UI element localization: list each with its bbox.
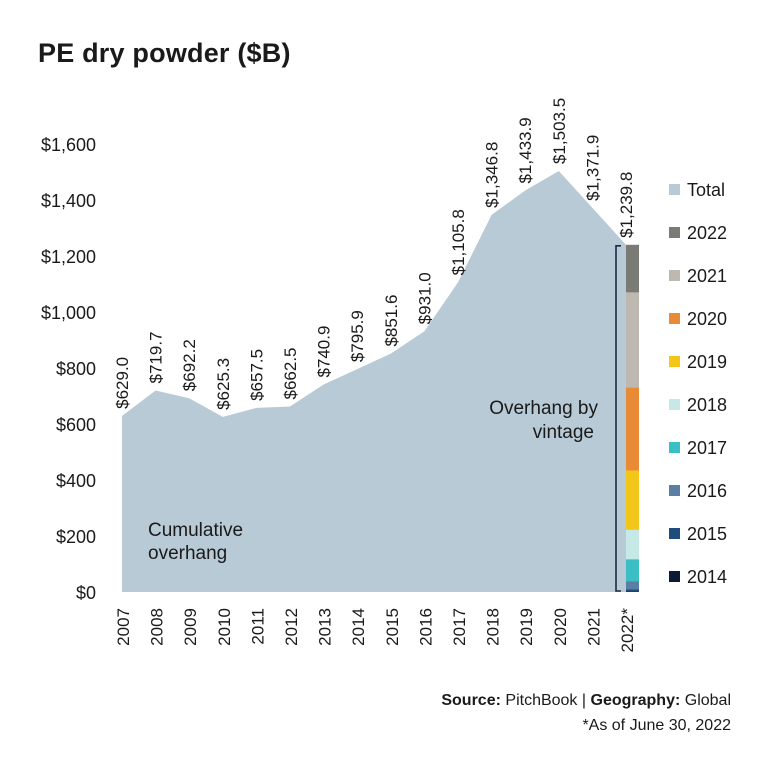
data-label: $1,105.8 — [449, 209, 468, 275]
x-tick-label: 2018 — [484, 608, 503, 646]
x-tick-label: 2020 — [551, 608, 570, 646]
legend-swatch-2022 — [669, 227, 680, 238]
y-tick-label: $400 — [56, 471, 96, 491]
total-area — [122, 171, 626, 592]
geography-value: Global — [684, 692, 731, 709]
stack-segment-2021 — [626, 292, 639, 388]
geography-label: Geography: — [590, 692, 681, 709]
source-value: PitchBook — [505, 692, 578, 709]
x-tick-label: 2017 — [450, 608, 469, 646]
data-label: $625.3 — [214, 358, 233, 410]
x-tick-label: 2013 — [316, 608, 335, 646]
x-tick-label: 2010 — [215, 608, 234, 646]
stack-segment-2017 — [626, 559, 639, 581]
data-label: $719.7 — [147, 331, 166, 383]
data-labels: $629.0 $719.7 $692.2 $625.3 $657.5 $662.5 $740… — [113, 98, 636, 410]
legend-swatch-Total — [669, 184, 680, 195]
source-line: Source: PitchBook | Geography: Global — [441, 692, 731, 710]
x-tick-label: 2008 — [148, 608, 167, 646]
x-tick-label: 2019 — [517, 608, 536, 646]
legend: Total 2022 2021 2020 2019 2018 2017 2016 2015 201… — [669, 180, 727, 587]
y-axis: $0 $200 $400 $600 $800 $1,000 $1,200 $1,400 $1,6… — [41, 135, 96, 603]
data-label: $1,371.9 — [583, 135, 602, 201]
y-tick-label: $600 — [56, 415, 96, 435]
legend-swatch-2021 — [669, 270, 680, 281]
data-label: $931.0 — [415, 272, 434, 324]
annotation-line: Overhang by — [489, 398, 598, 419]
legend-label: 2022 — [687, 223, 727, 243]
stack-segment-2016 — [626, 581, 639, 590]
footnote: *As of June 30, 2022 — [582, 717, 731, 734]
annotation-line: Cumulative — [148, 520, 243, 541]
x-tick-label: 2007 — [114, 608, 133, 646]
legend-label: 2020 — [687, 309, 727, 329]
legend-swatch-2014 — [669, 571, 680, 582]
legend-label: 2018 — [687, 395, 727, 415]
legend-swatch-2017 — [669, 442, 680, 453]
x-tick-label: 2015 — [383, 608, 402, 646]
stack-segment-2018 — [626, 529, 639, 560]
chart-svg: $0 $200 $400 $600 $800 $1,000 $1,200 $1,400 $1,6… — [41, 98, 727, 653]
x-tick-label: 2021 — [584, 608, 603, 646]
x-tick-label: 2016 — [416, 608, 435, 646]
data-label: $740.9 — [315, 326, 334, 378]
data-label: $1,239.8 — [617, 172, 636, 238]
data-label: $657.5 — [247, 349, 266, 401]
x-axis: 2007 2008 2009 2010 2011 2012 2013 2014 2015 2016… — [114, 608, 637, 653]
annotation-line: overhang — [148, 543, 227, 564]
legend-swatch-2018 — [669, 399, 680, 410]
vintage-stack — [626, 244, 639, 592]
legend-label: 2017 — [687, 438, 727, 458]
separator: | — [581, 692, 587, 709]
y-tick-label: $0 — [76, 583, 96, 603]
x-tick-label: 2011 — [248, 608, 267, 645]
data-label: $1,433.9 — [516, 117, 535, 183]
stack-segment-2020 — [626, 387, 639, 471]
data-label: $851.6 — [382, 295, 401, 347]
legend-swatch-2020 — [669, 313, 680, 324]
chart-title: PE dry powder ($B) — [38, 38, 291, 68]
data-label: $629.0 — [113, 357, 132, 409]
legend-swatch-2019 — [669, 356, 680, 367]
y-tick-label: $1,600 — [41, 135, 96, 155]
stack-segment-2015 — [626, 589, 639, 592]
x-tick-label: 2009 — [181, 608, 200, 646]
data-label: $1,346.8 — [483, 142, 502, 208]
data-label: $662.5 — [281, 348, 300, 400]
x-tick-label: 2012 — [282, 608, 301, 646]
x-tick-label: 2014 — [349, 608, 368, 646]
data-label: $692.2 — [180, 339, 199, 391]
annotation-line: vintage — [533, 422, 594, 443]
data-label: $1,503.5 — [550, 98, 569, 164]
data-label: $795.9 — [348, 310, 367, 362]
vintage-bracket — [615, 245, 621, 592]
legend-swatch-2016 — [669, 485, 680, 496]
y-tick-label: $200 — [56, 527, 96, 547]
legend-swatch-2015 — [669, 528, 680, 539]
x-tick-label: 2022* — [618, 608, 637, 653]
y-tick-label: $1,000 — [41, 303, 96, 323]
legend-label: Total — [687, 180, 725, 200]
y-tick-label: $1,400 — [41, 191, 96, 211]
legend-label: 2015 — [687, 524, 727, 544]
stack-segment-2014 — [626, 591, 639, 592]
legend-label: 2021 — [687, 266, 727, 286]
stack-segment-2022 — [626, 244, 639, 293]
stack-segment-2019 — [626, 470, 639, 530]
source-label: Source: — [441, 692, 501, 709]
legend-label: 2019 — [687, 352, 727, 372]
y-tick-label: $800 — [56, 359, 96, 379]
y-tick-label: $1,200 — [41, 247, 96, 267]
legend-label: 2016 — [687, 481, 727, 501]
legend-label: 2014 — [687, 567, 727, 587]
